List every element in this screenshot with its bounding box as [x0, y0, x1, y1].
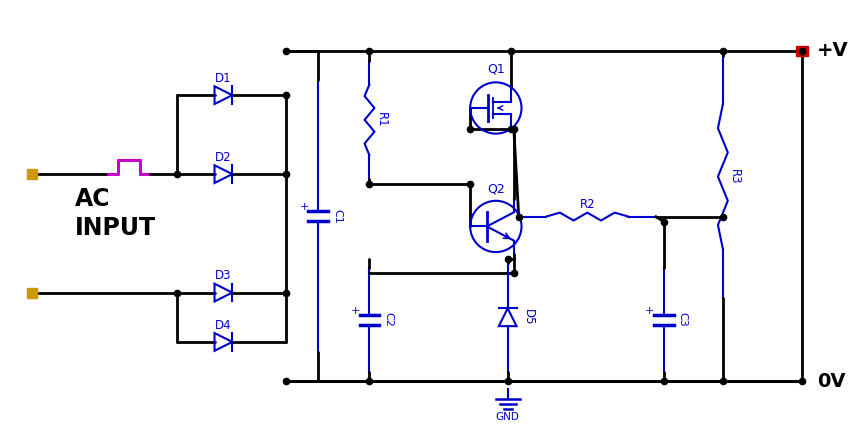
Text: R1: R1 [375, 112, 388, 128]
Bar [796, 46, 807, 56]
Text: D3: D3 [215, 269, 232, 282]
Text: R2: R2 [579, 198, 595, 211]
Text: AC: AC [76, 187, 111, 211]
Text: C3: C3 [678, 312, 687, 327]
Text: C1: C1 [332, 209, 342, 223]
Text: +: + [351, 306, 360, 316]
Text: INPUT: INPUT [76, 216, 156, 240]
Text: Q1: Q1 [487, 62, 505, 75]
Text: +V: +V [817, 41, 849, 60]
Bar [27, 287, 37, 298]
Bar [27, 169, 37, 179]
Text: R3: R3 [728, 169, 741, 184]
Text: D2: D2 [215, 151, 232, 164]
Text: +: + [645, 306, 655, 316]
Text: GND: GND [496, 412, 520, 422]
Text: C2: C2 [384, 312, 393, 327]
Text: +: + [299, 202, 309, 212]
Text: D1: D1 [215, 72, 232, 85]
Text: Q2: Q2 [487, 182, 505, 195]
Text: D5: D5 [522, 309, 535, 326]
Text: 0V: 0V [817, 372, 845, 391]
Text: D4: D4 [215, 319, 232, 332]
